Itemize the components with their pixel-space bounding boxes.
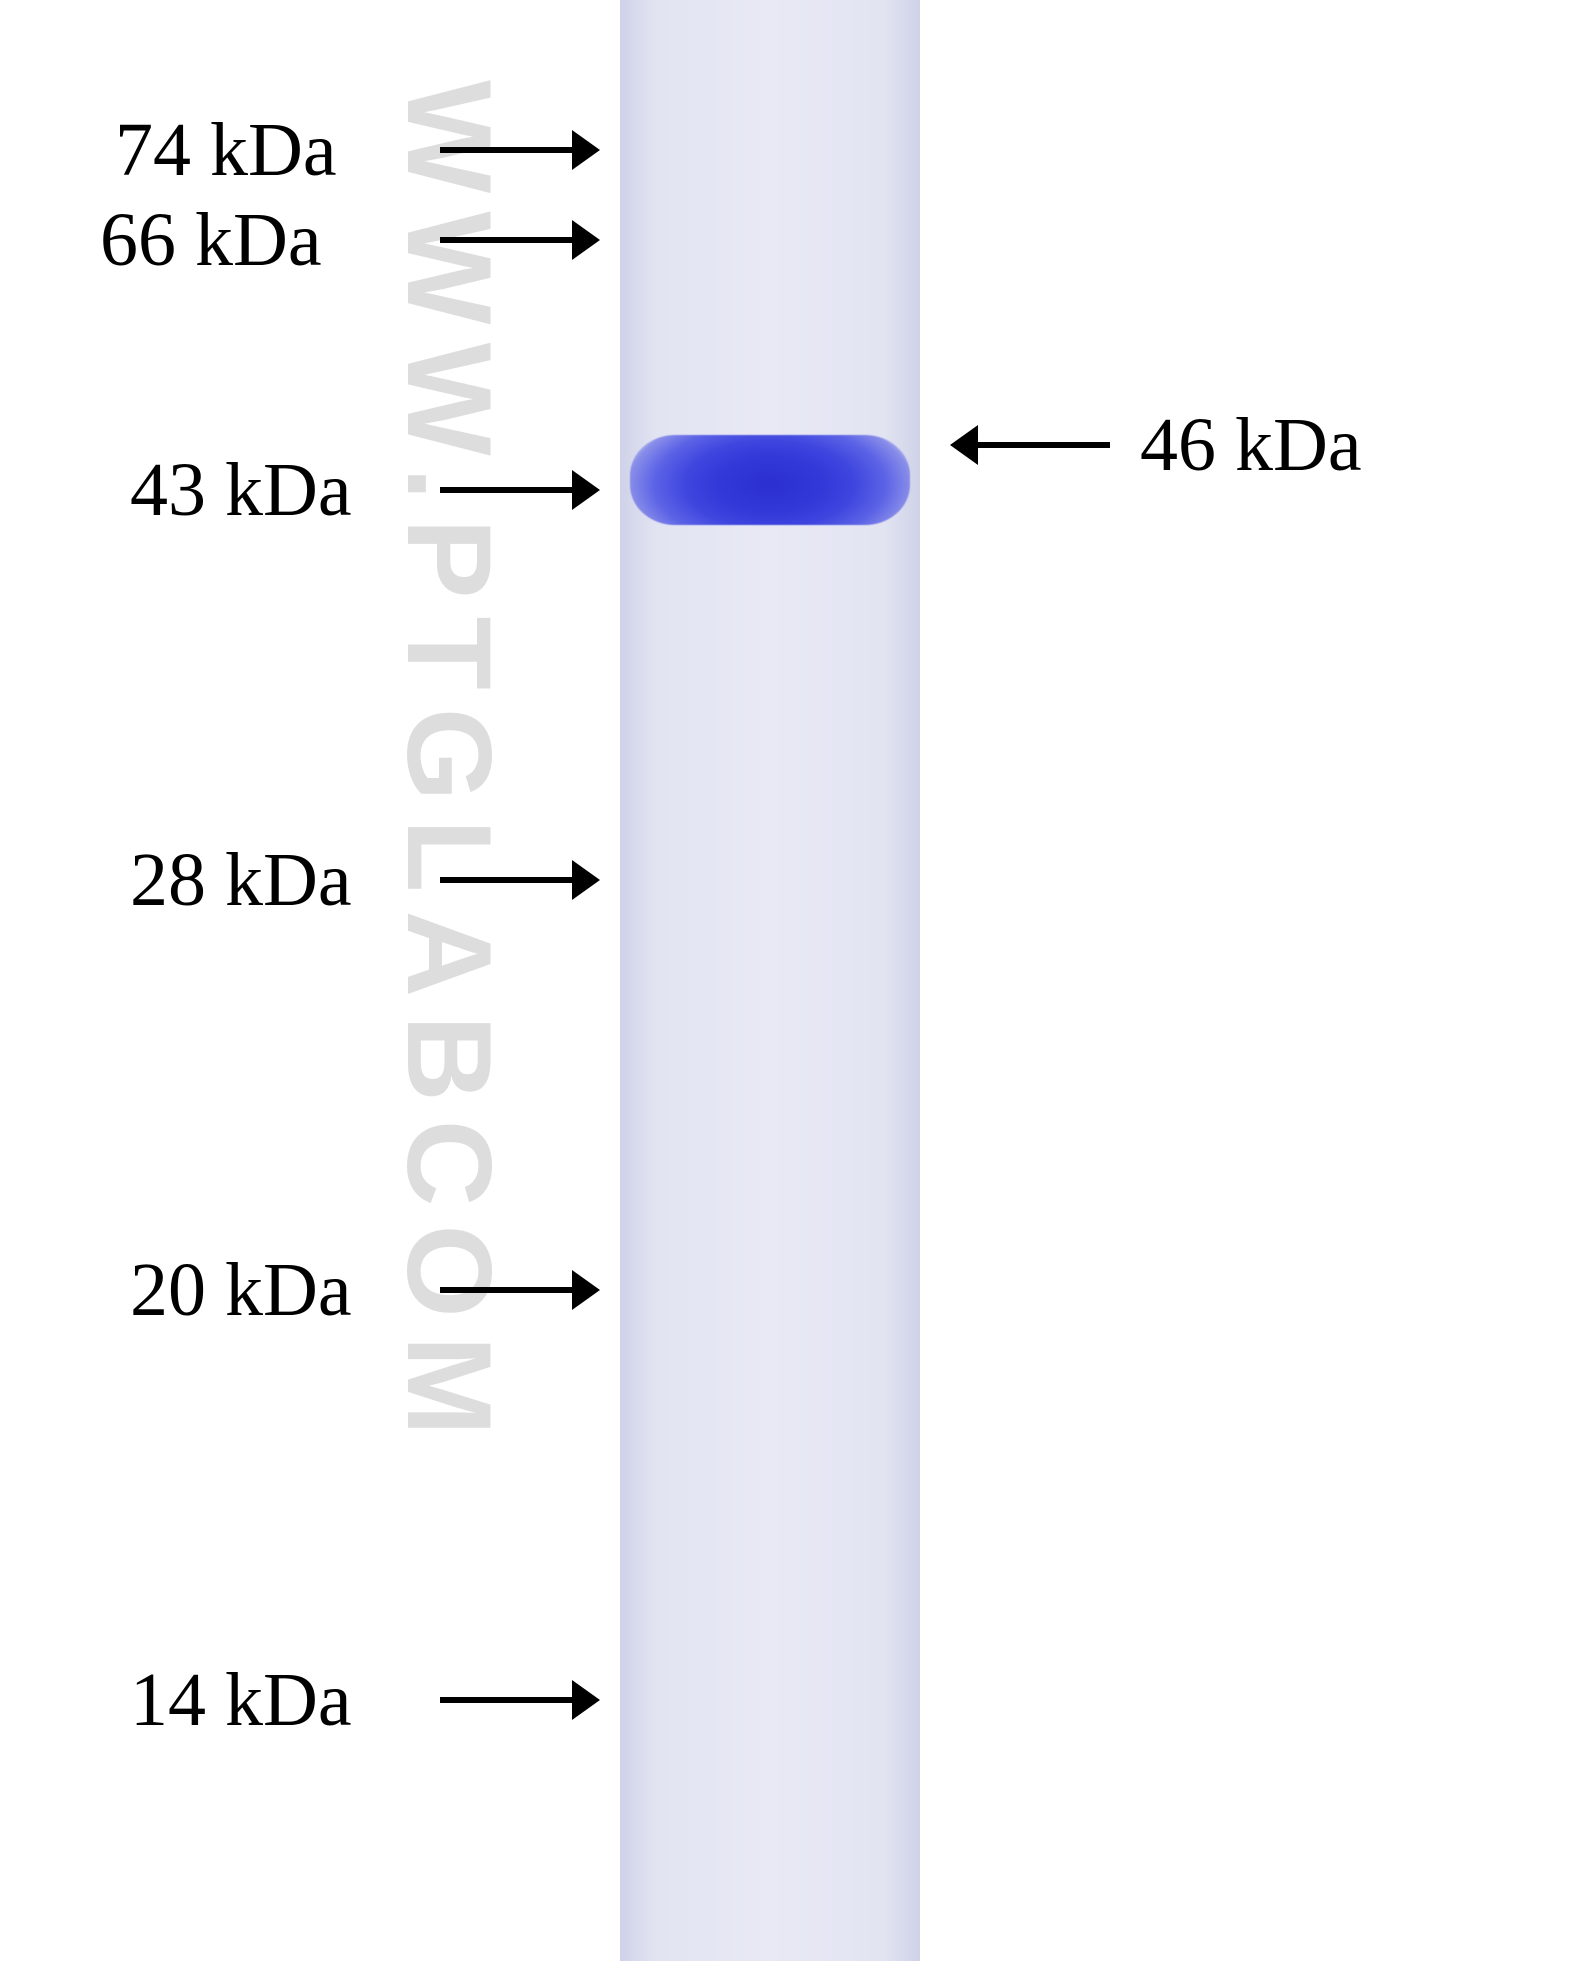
arrow-right-icon	[440, 130, 600, 170]
marker-label-left: 74 kDa	[115, 112, 337, 188]
gel-lane-background	[620, 0, 920, 1961]
marker-label-left: 28 kDa	[130, 842, 352, 918]
gel-figure: WWW.PTGLABCOM 74 kDa 66 kDa 43 kDa 28 kD…	[0, 0, 1585, 1961]
marker-label-left: 20 kDa	[130, 1252, 352, 1328]
arrow-right-icon	[440, 220, 600, 260]
arrow-right-icon	[440, 470, 600, 510]
marker-label-left: 43 kDa	[130, 452, 352, 528]
arrow-right-icon	[440, 1270, 600, 1310]
arrow-right-icon	[440, 860, 600, 900]
protein-band	[630, 435, 910, 525]
marker-label-left: 66 kDa	[100, 202, 322, 278]
arrow-right-icon	[440, 1680, 600, 1720]
marker-label-right: 46 kDa	[1140, 407, 1362, 483]
watermark-text: WWW.PTGLABCOM	[380, 80, 518, 1454]
arrow-left-icon	[950, 425, 1110, 465]
marker-label-left: 14 kDa	[130, 1662, 352, 1738]
gel-lane	[620, 0, 920, 1961]
